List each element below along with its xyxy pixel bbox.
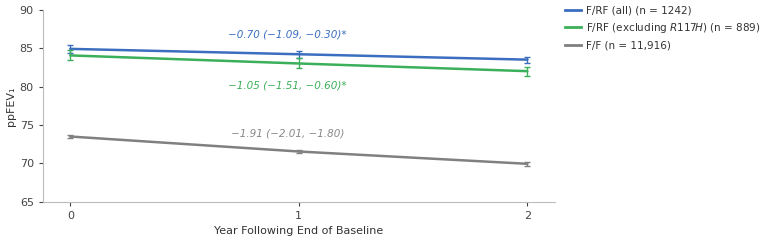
Text: −1.91 (−2.01, −1.80): −1.91 (−2.01, −1.80) [231,129,344,138]
Text: −1.05 (−1.51, −0.60)*: −1.05 (−1.51, −0.60)* [228,80,347,90]
Legend: F/RF (all) (n = 1242), F/RF (excluding $\mathit{R117H}$) (n = 889), F/F (n = 11,: F/RF (all) (n = 1242), F/RF (excluding $… [565,5,761,51]
Y-axis label: ppFEV₁: ppFEV₁ [5,86,15,126]
X-axis label: Year Following End of Baseline: Year Following End of Baseline [214,227,384,236]
Text: −0.70 (−1.09, −0.30)*: −0.70 (−1.09, −0.30)* [228,29,347,39]
